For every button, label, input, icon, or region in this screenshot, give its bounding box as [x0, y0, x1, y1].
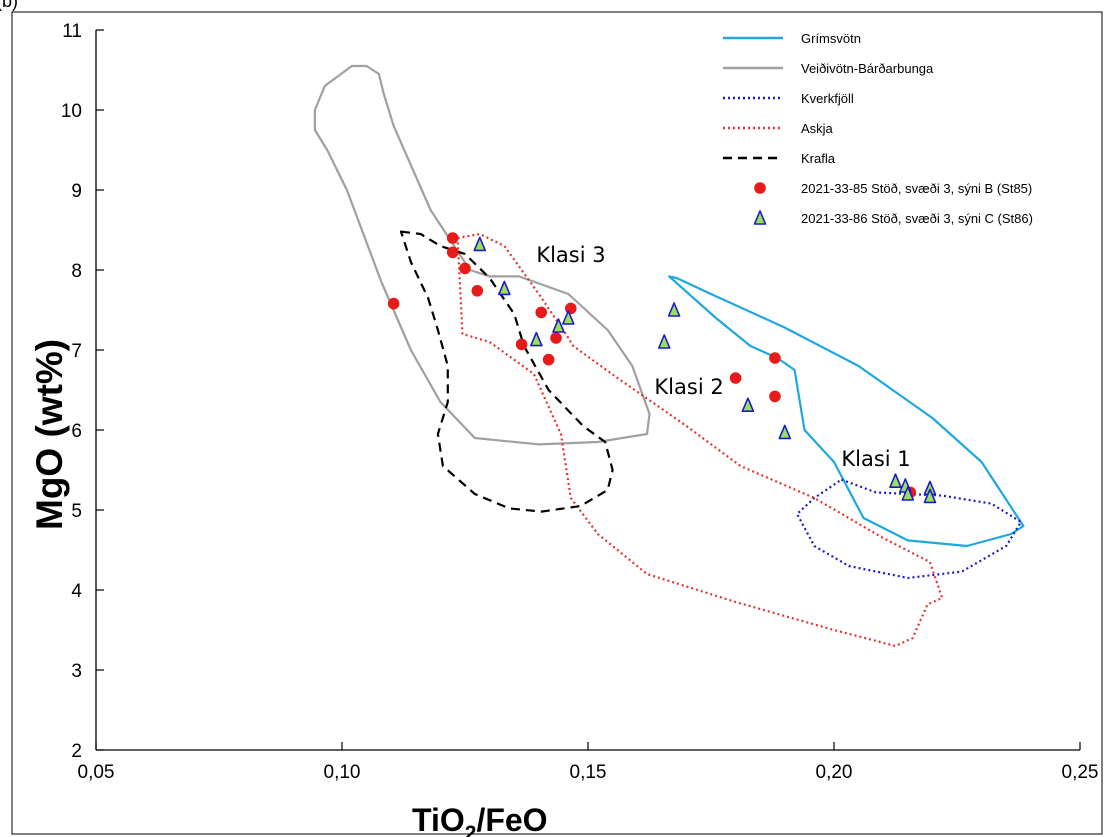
point-st86 — [741, 397, 755, 412]
point-st86 — [498, 280, 511, 296]
x-tick-label: 0,05 — [78, 762, 115, 783]
field-outline-askja — [456, 232, 944, 648]
x-tick-label: 0,15 — [570, 762, 607, 783]
chart-frame — [11, 11, 1103, 835]
field-outline-vei-iv-tn-b-r-arbunga — [313, 64, 651, 446]
point-st85 — [471, 285, 484, 297]
tick-labels: 0,05 0,10 0,15 0,20 0,25 2 3 4 5 6 7 8 9 10 11 — [61, 21, 1099, 783]
x-axis-title-rest: /FeO — [476, 802, 547, 837]
legend-entry-label: 2021-33-85 Stöð, svæði 3, sýni B (St85) — [801, 181, 1032, 196]
legend-entry-label: Veiðivötn-Bárðarbunga — [801, 61, 934, 76]
point-st85 — [446, 246, 459, 259]
point-st86 — [667, 302, 681, 317]
y-tick-label: 7 — [71, 341, 82, 362]
legend-entry-label: Kverkfjöll — [801, 91, 854, 106]
x-tick-label: 0,25 — [1062, 762, 1099, 783]
point-st85 — [446, 232, 459, 244]
axes — [95, 30, 1080, 751]
point-st85 — [769, 352, 781, 364]
x-axis-title-subscript: 2 — [465, 822, 477, 837]
legend-entry-label: 2021-33-86 Stöð, svæði 3, sýni C (St86) — [801, 211, 1033, 226]
point-st86 — [778, 424, 792, 440]
point-st85 — [387, 297, 400, 310]
point-st86 — [552, 318, 565, 333]
point-st85 — [542, 353, 555, 366]
point-st85 — [769, 390, 781, 403]
point-st86 — [889, 473, 902, 488]
point-st85 — [459, 262, 471, 275]
point-st85 — [729, 372, 742, 384]
field-outlines — [313, 64, 1025, 648]
y-tick-label: 6 — [71, 421, 82, 442]
field-outline-gr-msv-tn — [668, 275, 1025, 548]
y-axis-title: MgO (wt%) — [29, 339, 70, 530]
y-tick-label: 10 — [61, 101, 82, 122]
y-axis-title-main: MgO — [29, 448, 70, 530]
y-tick-label: 11 — [62, 21, 82, 42]
x-axis-title: TiO2/FeO — [412, 802, 548, 837]
point-st85 — [515, 338, 528, 351]
x-axis-title-main: TiO — [412, 802, 465, 837]
legend-marker-swatch — [753, 210, 767, 225]
panel-label: (b) — [0, 0, 18, 11]
point-st85 — [535, 306, 548, 319]
y-tick-label: 8 — [71, 261, 82, 282]
legend: Grímsvötn Veiðivötn-Bárðarbunga Kverkfjöll… — [723, 31, 1033, 226]
point-st86 — [923, 488, 937, 504]
annotation-label: Klasi 3 — [536, 243, 605, 267]
legend-entry-label: Grímsvötn — [801, 31, 861, 46]
legend-entry-label: Askja — [801, 121, 834, 136]
annotation-label: Klasi 2 — [654, 375, 723, 399]
y-axis-title-rest: (wt%) — [29, 339, 70, 448]
y-tick-label: 9 — [71, 181, 82, 202]
y-tick-label: 3 — [71, 661, 82, 682]
point-st85 — [550, 332, 562, 344]
field-outline-krafla — [399, 230, 614, 513]
data-points — [387, 232, 937, 504]
annotations: Klasi 3 Klasi 2 Klasi 1 — [536, 243, 910, 471]
x-tick-label: 0,20 — [816, 762, 853, 783]
point-st85 — [564, 302, 577, 315]
legend-entry-label: Krafla — [801, 151, 836, 166]
point-st86 — [901, 486, 915, 501]
point-st86 — [530, 331, 543, 347]
x-tick-label: 0,10 — [324, 762, 361, 783]
point-st86 — [473, 236, 487, 252]
legend-marker-swatch — [754, 182, 766, 194]
y-tick-label: 4 — [71, 581, 82, 602]
annotation-label: Klasi 1 — [841, 447, 910, 471]
y-tick-label: 5 — [71, 501, 82, 522]
point-st86 — [657, 334, 671, 349]
point-st86 — [562, 310, 575, 325]
y-tick-label: 2 — [71, 741, 82, 762]
